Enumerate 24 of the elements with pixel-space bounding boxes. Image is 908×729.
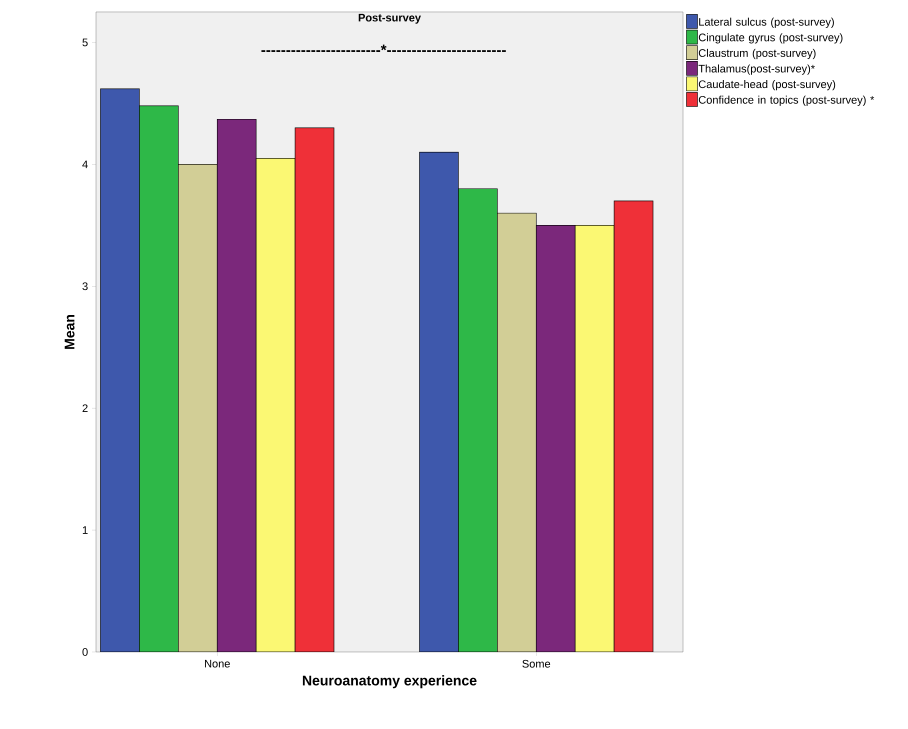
y-tick-label: 2 bbox=[82, 404, 88, 412]
y-axis-title: Mean bbox=[64, 314, 74, 349]
bar bbox=[256, 158, 296, 652]
legend-label: Cingulate gyrus (post-survey) bbox=[698, 33, 842, 44]
legend-label: Lateral sulcus (post-survey) bbox=[699, 18, 834, 28]
x-axis-title: Neuroanatomy experience bbox=[302, 675, 477, 688]
x-tick-label: None bbox=[204, 660, 230, 668]
bar bbox=[574, 225, 614, 652]
y-tick-label: 0 bbox=[82, 648, 88, 656]
legend-label: Confidence in topics (post-survey) * bbox=[698, 96, 874, 106]
annotation: ------------------------*------------------------ bbox=[261, 44, 506, 52]
bar bbox=[294, 127, 334, 652]
chart-title: Post-survey bbox=[358, 14, 421, 24]
y-tick-label: 3 bbox=[82, 282, 88, 290]
x-tick-label: Some bbox=[522, 660, 550, 668]
y-tick-label: 1 bbox=[82, 526, 88, 534]
bar bbox=[536, 225, 576, 652]
y-tick-label: 4 bbox=[82, 160, 88, 168]
y-tick-label: 5 bbox=[82, 38, 88, 46]
bar bbox=[216, 118, 256, 652]
bar bbox=[614, 200, 654, 652]
legend-label: Claustrum (post-survey) bbox=[698, 48, 816, 60]
legend-label: Thalamus(post-survey)* bbox=[698, 64, 815, 75]
legend-label: Caudate-head (post-survey) bbox=[698, 80, 836, 90]
